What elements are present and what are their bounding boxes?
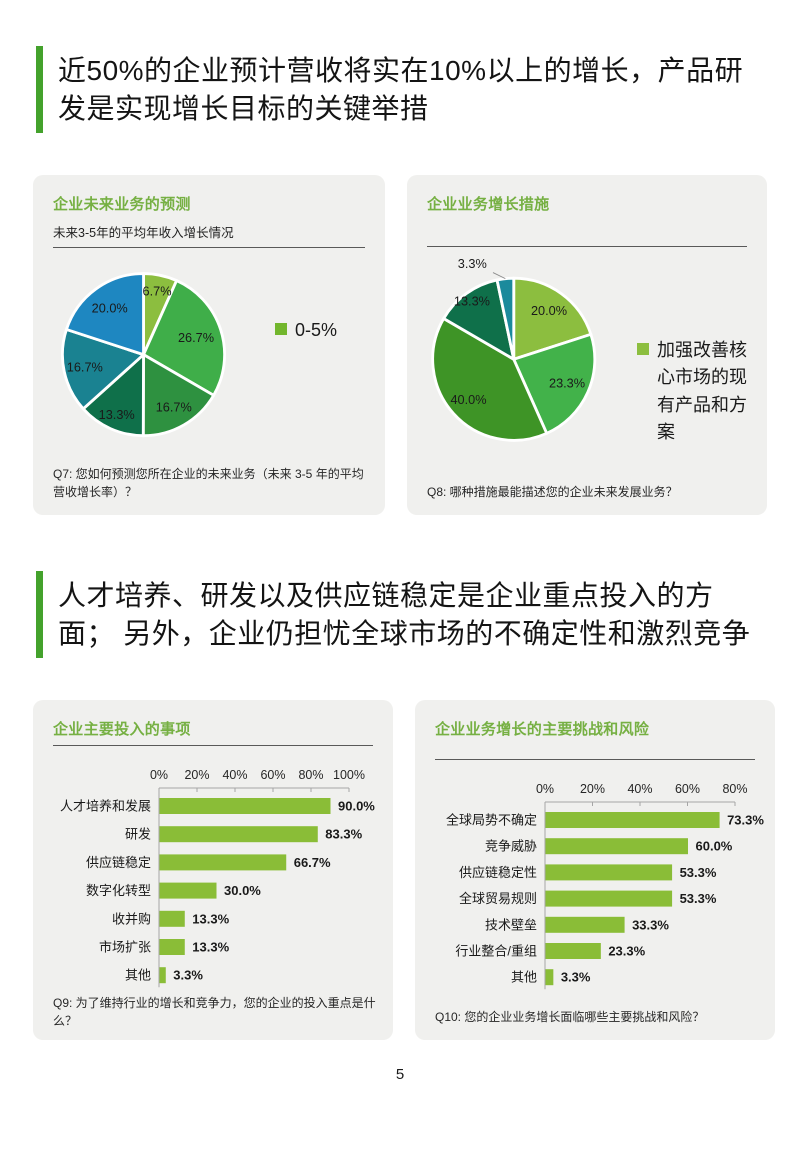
question-caption-q8: Q8: 哪种措施最能描述您的企业未来发展业务？ (427, 485, 678, 500)
svg-text:13.3%: 13.3% (192, 911, 229, 926)
svg-text:0%: 0% (150, 768, 168, 782)
svg-text:其他: 其他 (125, 968, 151, 983)
svg-text:20.0%: 20.0% (531, 303, 567, 318)
bar-chart-challenges-risks: 0% 20% 40% 60% 80% 全球局势不确定 73.3% 竞争威胁 60.0% 供应链稳定… (446, 782, 764, 990)
page-number: 5 (395, 1066, 405, 1084)
svg-text:供应链稳定性: 供应链稳定性 (459, 865, 537, 880)
svg-text:16.7%: 16.7% (156, 400, 192, 415)
section-heading-revenue-growth: 近50%的企业预计营收将实在10%以上的增长，产品研发是实现增长目标的关键举措 (36, 46, 762, 134)
pie-chart-growth-measures: 20.0% 23.3% 40.0% 13.3% 3.3% (431, 256, 597, 442)
svg-text:66.7%: 66.7% (294, 855, 331, 870)
svg-text:16.7%: 16.7% (67, 359, 103, 374)
svg-text:3.3%: 3.3% (561, 970, 591, 985)
svg-text:53.3%: 53.3% (680, 865, 717, 880)
svg-text:60%: 60% (260, 768, 285, 782)
svg-text:其他: 其他 (511, 970, 537, 985)
pie-chart-future-business: 6.7% 26.7% 16.7% 13.3% 16.7% 20.0% (61, 272, 227, 438)
svg-text:60.0%: 60.0% (696, 839, 733, 854)
svg-text:行业整合/重组: 行业整合/重组 (455, 944, 537, 959)
pie-chart-area: 20.0% 23.3% 40.0% 13.3% 3.3% 加强改善核心市场的现有产品和方… (427, 256, 757, 446)
svg-text:3.3%: 3.3% (173, 968, 203, 983)
svg-text:全球局势不确定: 全球局势不确定 (446, 813, 537, 828)
svg-text:全球贸易规则: 全球贸易规则 (459, 891, 537, 906)
divider (53, 247, 365, 249)
chart-legend: 加强改善核心市场的现有产品和方案 (637, 337, 757, 446)
svg-text:市场扩张: 市场扩张 (99, 940, 151, 955)
card-title: 企业业务增长措施 (427, 196, 550, 214)
svg-text:40%: 40% (627, 782, 652, 796)
divider (435, 759, 755, 761)
svg-text:收并购: 收并购 (112, 911, 151, 926)
cards-row-pies: 企业未来业务的预测 未来3-5年的平均年收入增长情况 6.7% 26.7% 16.7… (33, 175, 767, 516)
card-subtitle (427, 222, 757, 240)
section-heading-investment-risks: 人才培养、研发以及供应链稳定是企业重点投入的方面； 另外，企业仍担忧全球市场的不… (36, 571, 762, 659)
cards-row-bars: 企业主要投入的事项 0% 20% 40% 60% 80% 100% 人才培养和发展 90.0%… (33, 700, 775, 1041)
legend-swatch (275, 322, 287, 335)
svg-text:80%: 80% (298, 768, 323, 782)
svg-text:数字化转型: 数字化转型 (86, 883, 151, 898)
question-caption-q10: Q10: 您的企业业务增长面临哪些主要挑战和风险？ (435, 1010, 705, 1025)
card-title: 企业主要投入的事项 (53, 721, 191, 739)
svg-text:研发: 研发 (125, 827, 151, 842)
svg-text:60%: 60% (675, 782, 700, 796)
svg-text:53.3%: 53.3% (680, 891, 717, 906)
pie-chart-area: 6.7% 26.7% 16.7% 13.3% 16.7% 20.0% 0-5% (53, 266, 375, 447)
svg-text:20%: 20% (184, 768, 209, 782)
svg-text:73.3%: 73.3% (727, 813, 764, 828)
svg-text:6.7%: 6.7% (143, 283, 172, 298)
card-title: 企业未来业务的预测 (53, 196, 191, 214)
svg-text:供应链稳定: 供应链稳定 (86, 855, 151, 870)
svg-text:技术壁垒: 技术壁垒 (485, 917, 537, 932)
svg-text:83.3%: 83.3% (325, 827, 362, 842)
svg-text:竞争威胁: 竞争威胁 (485, 839, 537, 854)
card-growth-measures: 企业业务增长措施 20.0% 23.3% 40.0% 13.3% 3.3% 加强改善核心… (407, 175, 767, 516)
svg-text:13.3%: 13.3% (99, 407, 135, 422)
legend-label: 加强改善核心市场的现有产品和方案 (657, 339, 747, 442)
svg-text:26.7%: 26.7% (178, 330, 214, 345)
card-title: 企业业务增长的主要挑战和风险 (435, 721, 650, 739)
svg-text:20.0%: 20.0% (92, 300, 128, 315)
svg-text:30.0%: 30.0% (224, 883, 261, 898)
divider (427, 246, 747, 248)
card-future-business-forecast: 企业未来业务的预测 未来3-5年的平均年收入增长情况 6.7% 26.7% 16.7… (33, 175, 385, 516)
svg-text:20%: 20% (580, 782, 605, 796)
svg-text:13.3%: 13.3% (192, 940, 229, 955)
svg-text:40%: 40% (222, 768, 247, 782)
divider (53, 745, 373, 747)
svg-text:100%: 100% (333, 768, 365, 782)
spacer (435, 739, 765, 753)
chart-legend: 0-5% (275, 317, 337, 344)
svg-text:3.3%: 3.3% (458, 256, 487, 271)
svg-text:23.3%: 23.3% (608, 944, 645, 959)
question-caption-q9: Q9: 为了维持行业的增长和竞争力，您的企业的投入重点是什么？ (53, 996, 376, 1029)
card-challenges-risks: 企业业务增长的主要挑战和风险 0% 20% 40% 60% 80% 全球局势不确定 73.3… (415, 700, 775, 1041)
legend-label: 0-5% (295, 319, 338, 340)
svg-text:23.3%: 23.3% (549, 375, 585, 390)
legend-swatch (637, 342, 649, 355)
svg-text:80%: 80% (722, 782, 747, 796)
svg-text:0%: 0% (536, 782, 554, 796)
svg-text:90.0%: 90.0% (338, 799, 375, 814)
card-main-investments: 企业主要投入的事项 0% 20% 40% 60% 80% 100% 人才培养和发展 90.0%… (33, 700, 393, 1041)
card-subtitle: 未来3-5年的平均年收入增长情况 (53, 226, 234, 241)
svg-text:人才培养和发展: 人才培养和发展 (60, 799, 151, 814)
question-caption-q7: Q7: 您如何预测您所在企业的未来业务（未来 3-5 年的平均营收增长率）？ (53, 467, 364, 500)
svg-text:40.0%: 40.0% (450, 392, 486, 407)
bar-chart-main-investments: 0% 20% 40% 60% 80% 100% 人才培养和发展 90.0% 研发 83.3% 供应链… (60, 768, 375, 988)
svg-text:33.3%: 33.3% (632, 917, 669, 932)
svg-text:13.3%: 13.3% (454, 294, 490, 309)
